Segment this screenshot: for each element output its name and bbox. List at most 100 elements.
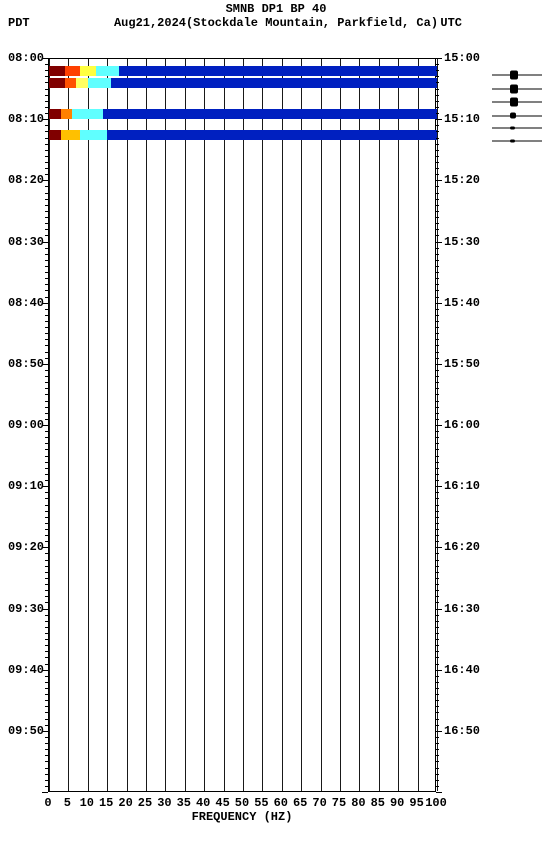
y-tick-major-right	[436, 180, 442, 181]
y-tick-minor-right	[436, 639, 439, 640]
x-tick-label: 50	[235, 796, 249, 810]
x-tick-label: 35	[177, 796, 191, 810]
y-tick-minor-left	[45, 174, 48, 175]
y-tick-minor-left	[45, 780, 48, 781]
y-label-right: 15:30	[444, 235, 488, 249]
waveform-event-marker	[510, 113, 516, 119]
x-gridline	[359, 59, 360, 791]
x-tick-label: 30	[157, 796, 171, 810]
y-tick-minor-right	[436, 186, 439, 187]
spectrogram-segment	[103, 109, 437, 119]
y-tick-minor-left	[45, 443, 48, 444]
x-tick-label: 60	[274, 796, 288, 810]
y-tick-minor-right	[436, 125, 439, 126]
y-tick-minor-left	[45, 101, 48, 102]
y-tick-minor-right	[436, 456, 439, 457]
y-tick-minor-right	[436, 651, 439, 652]
y-tick-minor-left	[45, 107, 48, 108]
y-tick-minor-right	[436, 229, 439, 230]
y-tick-minor-right	[436, 725, 439, 726]
y-tick-minor-right	[436, 64, 439, 65]
y-tick-minor-left	[45, 560, 48, 561]
x-tick-label: 75	[332, 796, 346, 810]
y-tick-minor-left	[45, 95, 48, 96]
x-tick-label: 100	[425, 796, 447, 810]
x-tick-label: 65	[293, 796, 307, 810]
x-gridline	[379, 59, 380, 791]
y-tick-minor-right	[436, 780, 439, 781]
y-tick-minor-right	[436, 700, 439, 701]
y-tick-minor-left	[45, 419, 48, 420]
y-tick-minor-left	[45, 407, 48, 408]
y-tick-minor-left	[45, 315, 48, 316]
y-label-left: 09:50	[0, 724, 44, 738]
y-tick-minor-left	[45, 168, 48, 169]
y-tick-minor-left	[45, 712, 48, 713]
y-tick-minor-left	[45, 260, 48, 261]
y-tick-minor-left	[45, 682, 48, 683]
y-tick-minor-left	[45, 89, 48, 90]
y-label-right: 16:20	[444, 540, 488, 554]
y-tick-minor-left	[45, 761, 48, 762]
y-tick-minor-right	[436, 517, 439, 518]
y-tick-minor-right	[436, 284, 439, 285]
y-tick-minor-left	[45, 615, 48, 616]
x-tick-label: 80	[351, 796, 365, 810]
x-gridline	[88, 59, 89, 791]
y-tick-minor-left	[45, 401, 48, 402]
y-tick-major-right	[436, 242, 442, 243]
y-tick-minor-right	[436, 70, 439, 71]
y-tick-minor-right	[436, 345, 439, 346]
y-tick-minor-left	[45, 768, 48, 769]
y-tick-minor-right	[436, 419, 439, 420]
y-tick-minor-right	[436, 76, 439, 77]
spectrogram-segment	[88, 78, 111, 88]
x-gridline	[185, 59, 186, 791]
waveform-trace	[492, 128, 542, 129]
y-tick-minor-right	[436, 199, 439, 200]
y-tick-minor-left	[45, 468, 48, 469]
y-tick-minor-right	[436, 553, 439, 554]
y-tick-minor-left	[45, 248, 48, 249]
y-tick-minor-right	[436, 602, 439, 603]
y-tick-minor-left	[45, 376, 48, 377]
y-tick-minor-left	[45, 309, 48, 310]
y-tick-minor-left	[45, 186, 48, 187]
waveform-trace	[492, 88, 542, 89]
y-tick-minor-right	[436, 388, 439, 389]
y-tick-minor-right	[436, 248, 439, 249]
y-tick-minor-left	[45, 431, 48, 432]
y-tick-minor-left	[45, 774, 48, 775]
y-tick-minor-right	[436, 688, 439, 689]
x-tick-label: 70	[312, 796, 326, 810]
y-tick-minor-left	[45, 394, 48, 395]
y-tick-minor-right	[436, 596, 439, 597]
waveform-event-marker	[510, 84, 518, 93]
y-tick-minor-left	[45, 572, 48, 573]
y-tick-minor-right	[436, 761, 439, 762]
x-tick-label: 15	[99, 796, 113, 810]
y-tick-minor-right	[436, 523, 439, 524]
y-tick-minor-left	[45, 566, 48, 567]
y-tick-minor-right	[436, 193, 439, 194]
y-tick-minor-left	[45, 278, 48, 279]
y-tick-major-right	[436, 486, 442, 487]
x-tick-label: 20	[118, 796, 132, 810]
x-gridline	[301, 59, 302, 791]
waveform-event-marker	[510, 127, 515, 130]
y-tick-minor-left	[45, 529, 48, 530]
y-tick-minor-right	[436, 682, 439, 683]
y-tick-minor-left	[45, 272, 48, 273]
y-tick-minor-right	[436, 352, 439, 353]
y-tick-minor-right	[436, 462, 439, 463]
spectrogram-segment	[49, 66, 65, 76]
y-tick-minor-right	[436, 749, 439, 750]
y-tick-minor-right	[436, 401, 439, 402]
y-tick-minor-left	[45, 162, 48, 163]
y-tick-minor-left	[45, 462, 48, 463]
y-tick-minor-right	[436, 370, 439, 371]
y-tick-minor-left	[45, 266, 48, 267]
x-gridline	[127, 59, 128, 791]
y-tick-minor-left	[45, 284, 48, 285]
y-label-right: 16:00	[444, 418, 488, 432]
